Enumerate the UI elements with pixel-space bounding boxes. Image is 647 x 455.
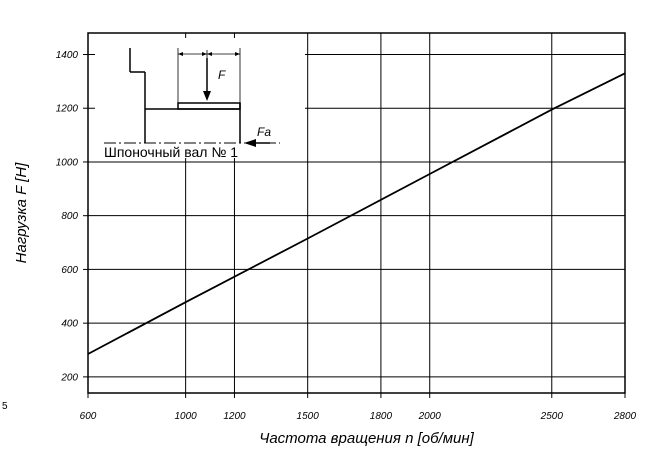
y-axis-title: Нагрузка F [Н] bbox=[13, 162, 30, 264]
force-radial-label: F bbox=[218, 68, 226, 82]
shaft-inset-diagram: F Fa Шпоночный вал № 1 bbox=[95, 38, 305, 160]
grid bbox=[87, 33, 626, 393]
series-line bbox=[87, 72, 626, 355]
x-tick-label: 2500 bbox=[540, 411, 564, 422]
y-tick-label: 600 bbox=[61, 265, 78, 276]
y-tick-label: 1400 bbox=[56, 50, 79, 61]
plot-frame bbox=[87, 32, 626, 394]
x-tick-label: 1500 bbox=[297, 411, 320, 422]
y-tick-label: 1200 bbox=[56, 104, 79, 115]
x-tick-labels: 600 1000 1200 1500 1800 2000 2500 2800 bbox=[80, 393, 637, 422]
y-tick-label: 400 bbox=[61, 319, 78, 330]
force-radial-arrowhead bbox=[203, 91, 211, 101]
inset-background bbox=[95, 38, 305, 158]
x-axis-title: Частота вращения n [об/мин] bbox=[259, 430, 474, 447]
series bbox=[87, 72, 626, 355]
x-tick-label: 2800 bbox=[613, 411, 637, 422]
y-tick-label: 1000 bbox=[56, 157, 79, 168]
force-axial-label: Fa bbox=[257, 125, 271, 139]
force-axial-arrowhead bbox=[244, 139, 256, 147]
margin-mark: 5 bbox=[2, 401, 8, 412]
x-tick-label: 1800 bbox=[370, 411, 393, 422]
y-tick-label: 200 bbox=[60, 372, 78, 383]
x-tick-label: 2000 bbox=[418, 411, 442, 422]
x-tick-label: 1200 bbox=[223, 411, 246, 422]
dimension-arrow bbox=[178, 52, 240, 56]
x-tick-label: 600 bbox=[80, 411, 97, 422]
x-tick-label: 1000 bbox=[175, 411, 198, 422]
y-tick-labels: 200 400 600 800 1000 1200 1400 bbox=[56, 50, 88, 383]
y-tick-label: 800 bbox=[61, 211, 78, 222]
inset-caption: Шпоночный вал № 1 bbox=[104, 144, 238, 160]
